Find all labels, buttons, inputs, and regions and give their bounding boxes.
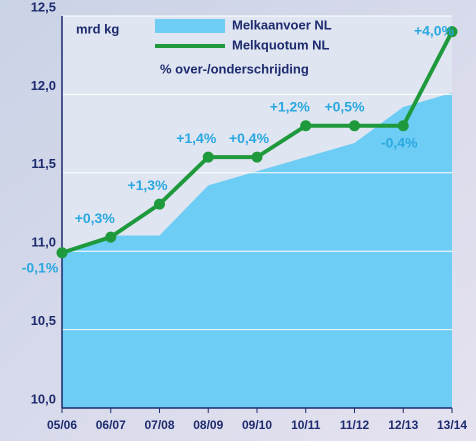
marker <box>300 120 312 132</box>
y-tick-label: 11,0 <box>31 235 56 250</box>
marker <box>446 26 458 38</box>
annotation: +4,0% <box>414 22 455 38</box>
y-axis-label: mrd kg <box>76 21 119 36</box>
x-tick-label: 11/12 <box>340 418 370 432</box>
legend-label: Melkquotum NL <box>232 37 330 52</box>
marker <box>105 231 117 243</box>
annotation: +0,4% <box>229 130 270 146</box>
annotation-title: % over-/onderschrijding <box>160 61 309 76</box>
marker <box>56 247 68 259</box>
x-tick-label: 05/06 <box>47 418 77 432</box>
y-tick-label: 10,0 <box>31 391 56 406</box>
y-tick-label: 11,5 <box>31 156 56 171</box>
y-tick-label: 10,5 <box>31 313 56 328</box>
y-tick-label: 12,5 <box>31 0 56 14</box>
annotation: +1,4% <box>176 130 217 146</box>
annotation: +0,5% <box>324 98 365 114</box>
x-tick-label: 08/09 <box>193 418 223 432</box>
annotation: +1,3% <box>127 177 168 193</box>
annotation: -0,4% <box>381 134 418 150</box>
annotation: +0,3% <box>75 210 116 226</box>
marker <box>251 151 263 163</box>
annotation: -0,1% <box>22 259 59 275</box>
legend-label: Melkaanvoer NL <box>232 17 332 32</box>
marker <box>154 198 165 210</box>
x-tick-label: 12/13 <box>388 418 418 432</box>
x-tick-label: 06/07 <box>96 418 126 432</box>
marker <box>349 120 360 132</box>
marker <box>397 120 409 132</box>
marker <box>202 151 214 163</box>
x-tick-label: 07/08 <box>144 418 174 432</box>
annotation: +1,2% <box>270 98 311 114</box>
x-tick-label: 13/14 <box>437 418 467 432</box>
x-tick-label: 09/10 <box>242 418 272 432</box>
y-tick-label: 12,0 <box>31 78 56 93</box>
x-tick-label: 10/11 <box>291 418 321 432</box>
legend-swatch <box>155 19 225 33</box>
